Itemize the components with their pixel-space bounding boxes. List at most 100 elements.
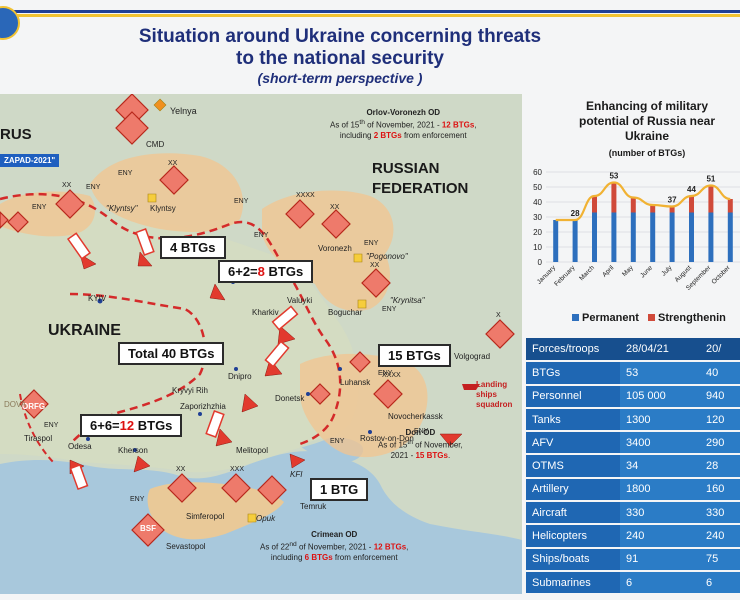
table-cell: 120 <box>700 407 740 433</box>
shaft-5 <box>264 340 290 368</box>
city-boguchar: Boguchar <box>328 308 363 317</box>
city-donetsk: Donetsk <box>275 394 305 403</box>
city-voronezh: Voronezh <box>318 244 352 253</box>
city-dnipro: Dnipro <box>228 372 252 381</box>
orlov-l1-a: As of 15 <box>330 120 360 130</box>
don-od-note: Don OD As of 15th of November, 2021 - 15… <box>378 428 463 461</box>
crimean-l2-a: including <box>270 552 305 562</box>
city-simferopol: Simferopol <box>186 512 225 521</box>
unit-donetsk <box>309 383 331 405</box>
unit-luhansk <box>349 351 371 373</box>
table-cell: 34 <box>620 454 700 479</box>
unit-klyntsy <box>159 165 189 195</box>
city-kherson: Kherson <box>118 446 148 455</box>
table-row: Aircraft 330 330 <box>526 501 740 526</box>
unit-orfg <box>19 389 49 419</box>
tag-x-1: X <box>496 312 501 319</box>
table-cell: AFV <box>526 431 620 456</box>
arrow-6 <box>241 393 259 413</box>
label-bsf: BSF <box>140 524 156 533</box>
zapad-badge: ZAPAD-2021" <box>0 154 60 167</box>
arrow-11 <box>439 433 463 447</box>
title-line-1: Situation around Ukraine concerning thre… <box>138 26 542 47</box>
title-line-2: to the national security <box>236 48 444 69</box>
data-label: 44 <box>687 185 696 194</box>
bar-strengthening <box>669 206 675 213</box>
bar-strengthening <box>708 185 714 213</box>
unit-belarus-2 <box>7 211 29 233</box>
y-tick-label: 10 <box>533 243 542 252</box>
bar-permanent <box>669 212 675 262</box>
unit-belarus-1 <box>55 189 85 219</box>
city-temruk: Temruk <box>300 502 327 511</box>
marker-yelnya <box>153 98 167 112</box>
table-cell: Submarines <box>526 570 620 596</box>
front-line-north-east <box>0 193 342 446</box>
crimean-l1-red: 12 BTGs <box>373 542 407 552</box>
city-luhansk: Luhansk <box>340 378 371 387</box>
marker-pogonovo <box>353 253 363 263</box>
tag-eny-2: ENY <box>32 204 47 211</box>
table-cell: 105 000 <box>620 384 700 409</box>
bar-permanent <box>630 212 636 262</box>
legend-strengthening: Strengthenin <box>658 312 726 324</box>
table-cell: Personnel <box>526 384 620 409</box>
unit-voronezh-2 <box>321 209 351 239</box>
shaft-1 <box>66 232 92 260</box>
box-15-btgs: 15 BTGs <box>378 344 451 367</box>
site-krynitsa: "Krynitsa" <box>390 296 425 305</box>
table-cell: 160 <box>700 477 740 503</box>
belarus-label: RUS <box>0 126 32 143</box>
table-cell: Tanks <box>526 407 620 433</box>
unit-novocherkassk <box>373 379 403 409</box>
tag-xxxx-1: XXXX <box>296 192 315 199</box>
tag-eny-6: ENY <box>364 240 379 247</box>
table-cell: Artillery <box>526 477 620 503</box>
table-cell: Forces/troops <box>526 338 620 363</box>
shaft-7 <box>205 410 225 438</box>
city-melitopol: Melitopol <box>236 446 269 455</box>
crimean-line-2: including 6 BTGs from enforcement <box>260 553 408 563</box>
x-tick-label: February <box>553 264 577 288</box>
table-cell: Aircraft <box>526 501 620 526</box>
table-cell: 290 <box>700 431 740 456</box>
box-total-40: Total 40 BTGs <box>118 342 225 365</box>
crimean-l1-end: , <box>406 542 409 552</box>
box-1-btg: 1 BTG <box>310 478 369 501</box>
arrow-10 <box>289 453 306 469</box>
label-kfi: KFI <box>290 470 303 479</box>
tag-eny-8: ENY <box>378 370 393 377</box>
crimean-line-1: As of 22nd of November, 2021 - 12 BTGs, <box>260 540 408 553</box>
legend-permanent-swatch <box>572 314 579 321</box>
don-l1-end: of November, <box>412 440 463 450</box>
map-graphics <box>0 94 522 594</box>
box-4-btgs: 4 BTGs <box>160 236 226 259</box>
city-kharkiv: Kharkiv <box>252 308 279 317</box>
unit-cmd-2 <box>115 111 149 145</box>
legend-permanent: Permanent <box>582 312 639 324</box>
don-l1-sup: th <box>407 439 413 446</box>
page-subtitle: (short-term perspective ) <box>257 70 423 86</box>
table-cell: 40 <box>700 361 740 386</box>
tag-xxx-1: XXX <box>230 466 245 473</box>
tag-eny-4: ENY <box>234 198 249 205</box>
box-12-btgs: 6+6=12 BTGs <box>80 414 183 437</box>
table-cell: 330 <box>700 501 740 526</box>
table-cell: 1800 <box>620 477 700 503</box>
orlov-l2-a: including <box>339 130 374 140</box>
table-row: Helicopters 240 240 <box>526 524 740 549</box>
russia-label-1: RUSSIAN <box>372 160 440 177</box>
orlov-l1-b: of November, 2021 - <box>364 120 442 130</box>
site-klyntsy: "Klyntsy" <box>106 204 138 213</box>
table-cell: Ships/boats <box>526 547 620 572</box>
box-12-red: 12 <box>119 418 135 433</box>
crimean-l2-end: from enforcement <box>332 552 398 562</box>
tag-xx-5: XX <box>176 466 186 473</box>
table-cell: 6 <box>620 570 700 596</box>
orlov-l1-red: 12 BTGs <box>441 120 475 130</box>
don-line-1: As of 15th of November, <box>378 438 463 451</box>
y-tick-label: 0 <box>538 258 543 267</box>
city-valuyki: Valuyki <box>287 296 313 305</box>
